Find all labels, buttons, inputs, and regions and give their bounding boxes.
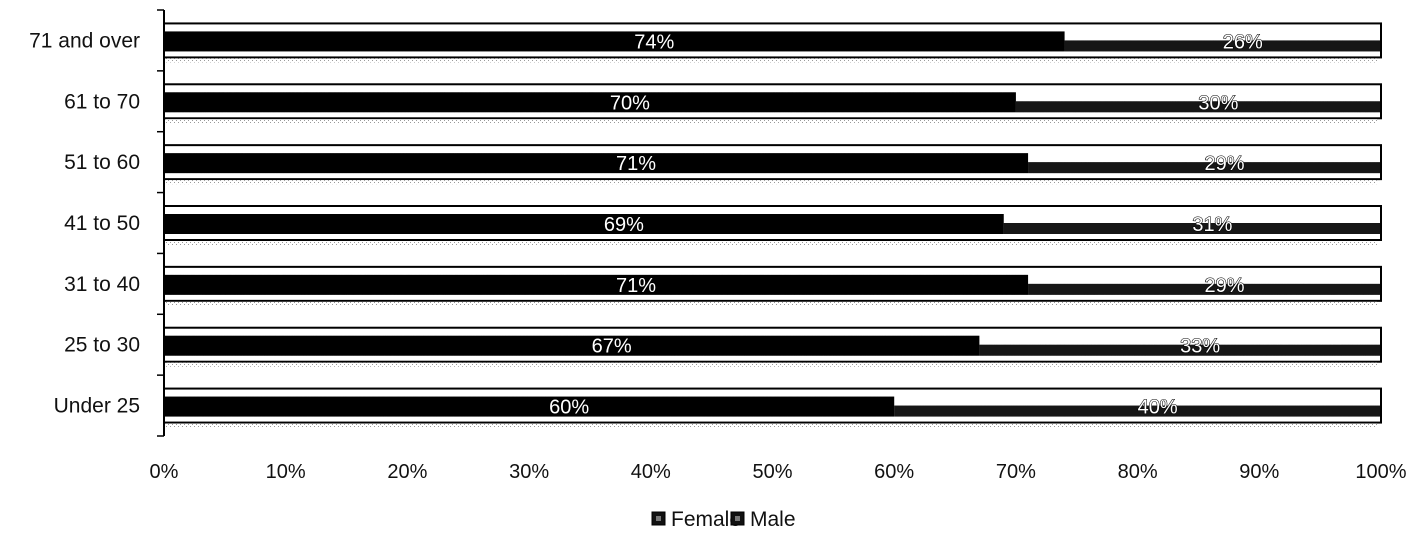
legend-label-female: Female [671, 508, 741, 531]
bar-male [1028, 162, 1380, 174]
legend: Female Male [651, 508, 796, 531]
bar-shadow-strip [166, 180, 1377, 185]
data-label-female: 71% [616, 153, 656, 175]
bar-female [165, 153, 1029, 174]
data-label-male: 33% [1180, 336, 1220, 358]
category-label: 51 to 60 [64, 151, 140, 174]
bar-male [1003, 223, 1380, 234]
category-label: 61 to 70 [64, 90, 140, 113]
x-tick-label: 30% [509, 461, 549, 483]
data-label-female: 70% [610, 92, 650, 114]
x-tick-label: 90% [1239, 461, 1279, 483]
bar-male [894, 405, 1380, 417]
data-label-female: 74% [634, 31, 674, 53]
legend-swatch-inner [656, 516, 661, 521]
category-label: 31 to 40 [64, 273, 140, 296]
legend-swatch-inner [735, 516, 740, 521]
data-label-male: 30% [1198, 92, 1238, 114]
x-tick-label: 70% [996, 461, 1036, 483]
bar-shadow-strip [166, 241, 1377, 245]
x-tick-label: 40% [631, 461, 671, 483]
bar-shadow-strip [166, 58, 1377, 63]
x-tick-label: 10% [266, 461, 306, 483]
bar-shadow-strip [166, 119, 1377, 124]
data-label-male: 26% [1223, 31, 1263, 53]
bars-layer [163, 22, 1382, 428]
bar-shadow-strip [166, 362, 1377, 367]
bar-shadow-strip [166, 423, 1377, 428]
x-tick-label: 60% [874, 461, 914, 483]
data-label-female: 60% [549, 397, 589, 419]
data-label-male: 29% [1205, 153, 1245, 175]
category-label: Under 25 [54, 395, 140, 418]
category-label: 41 to 50 [64, 212, 140, 235]
bar-female [165, 31, 1065, 52]
bar-male [1028, 283, 1380, 295]
category-label: 71 and over [29, 29, 140, 52]
data-label-male: 31% [1192, 214, 1232, 236]
data-label-female: 67% [592, 336, 632, 358]
data-label-female: 71% [616, 275, 656, 297]
bar-male [1015, 101, 1380, 113]
bar-female [165, 396, 895, 417]
legend-label-male: Male [750, 508, 796, 531]
data-label-male: 40% [1138, 397, 1178, 419]
data-label-female: 69% [604, 214, 644, 236]
x-tick-label: 100% [1355, 461, 1406, 483]
bar-male [979, 344, 1380, 356]
x-tick-label: 20% [387, 461, 427, 483]
bar-female [165, 214, 1004, 234]
axis-layer: 0% 10% 20% 30% 40% 50% 60% 70% 80% 90% 100% [150, 9, 1407, 483]
bar-male [1064, 40, 1380, 52]
data-label-male: 29% [1205, 275, 1245, 297]
bar-female [165, 335, 980, 356]
bar-female [165, 274, 1029, 295]
bar-shadow-strip [166, 301, 1377, 306]
bar-female [165, 92, 1016, 113]
category-label: 25 to 30 [64, 334, 140, 357]
x-tick-label: 50% [752, 461, 792, 483]
x-tick-label: 0% [150, 461, 179, 483]
labels-layer: 71 and over 74% 26% 61 to 70 70% 30% 51 to 60 7… [29, 29, 1263, 419]
x-tick-label: 80% [1118, 461, 1158, 483]
